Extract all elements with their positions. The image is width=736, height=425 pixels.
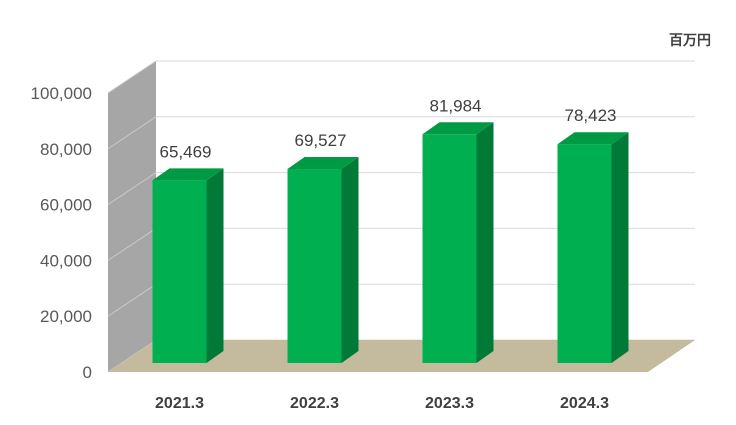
bars xyxy=(152,122,629,363)
gridline-side xyxy=(107,283,157,317)
gridline-side xyxy=(107,60,157,94)
bar-2023.3 xyxy=(422,122,494,363)
bar-side xyxy=(476,122,494,363)
category-label: 2021.3 xyxy=(155,395,204,412)
data-label: 78,423 xyxy=(565,106,617,125)
y-tick-label: 60,000 xyxy=(40,196,92,215)
y-tick-label: 40,000 xyxy=(40,251,92,270)
data-labels: 65,469 69,527 81,984 78,423 xyxy=(160,96,617,161)
chart-floor xyxy=(108,340,695,372)
data-label: 65,469 xyxy=(160,142,212,161)
bar-2021.3 xyxy=(152,168,224,363)
bar-front xyxy=(152,180,207,363)
bar-top xyxy=(287,157,359,170)
category-label: 2022.3 xyxy=(290,395,339,412)
gridline-side xyxy=(107,172,157,206)
bar-side xyxy=(611,132,629,363)
bar-front xyxy=(557,144,612,363)
y-tick-label: 0 xyxy=(83,363,92,382)
unit-label: 百万円 xyxy=(669,32,711,48)
data-label: 81,984 xyxy=(430,96,482,115)
gridline-side xyxy=(107,227,157,261)
bar-side xyxy=(206,168,224,363)
bar-2024.3 xyxy=(557,132,629,363)
bar-top xyxy=(152,168,224,181)
bar-side xyxy=(341,157,359,363)
gridline-side xyxy=(107,116,157,150)
bar-top xyxy=(422,122,494,135)
data-label: 69,527 xyxy=(295,131,347,150)
bar-top xyxy=(557,132,629,145)
category-label: 2023.3 xyxy=(425,395,474,412)
left-wall xyxy=(108,61,156,372)
y-axis-ticks: 0 20,000 40,000 60,000 80,000 100,000 xyxy=(31,84,92,382)
y-tick-label: 20,000 xyxy=(40,307,92,326)
bar-2022.3 xyxy=(287,157,359,363)
y-tick-label: 80,000 xyxy=(40,140,92,159)
bar-front xyxy=(287,169,342,363)
x-axis-categories: 2021.3 2022.3 2023.3 2024.3 xyxy=(155,395,609,412)
floor-plane xyxy=(108,340,695,372)
category-label: 2024.3 xyxy=(560,395,609,412)
y-tick-label: 100,000 xyxy=(31,84,92,103)
bar-front xyxy=(422,134,477,363)
